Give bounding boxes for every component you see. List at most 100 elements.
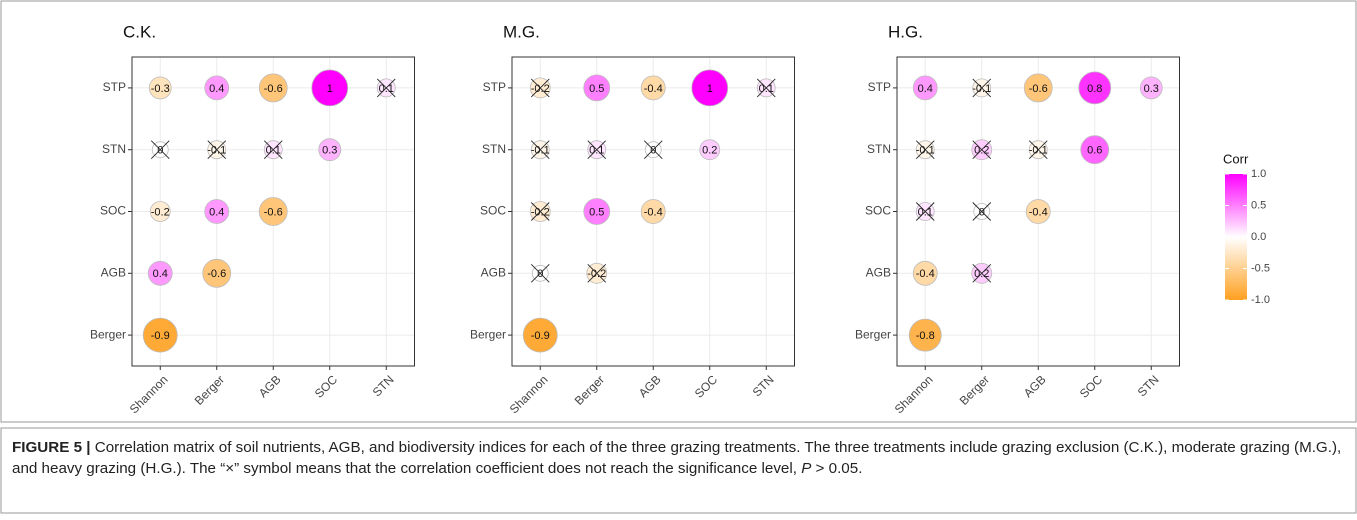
corr-label: 0.4 <box>209 206 224 218</box>
x-tick-label: STN <box>750 372 777 399</box>
corr-circle <box>912 260 938 286</box>
corr-label: 0.4 <box>209 83 224 95</box>
corr-label: 0.5 <box>589 206 604 218</box>
corr-label: -0.9 <box>531 330 550 342</box>
caption-label: FIGURE 5 | <box>12 439 91 456</box>
corr-circle <box>149 201 171 222</box>
corr-label: -0.4 <box>644 83 663 95</box>
corr-label: -0.9 <box>151 330 170 342</box>
corr-label: 0.6 <box>1087 145 1102 157</box>
corr-circle <box>204 199 230 224</box>
x-tick-label: SOC <box>1077 372 1106 401</box>
corr-label: -0.6 <box>1029 83 1048 95</box>
corr-label: 0.5 <box>589 83 604 95</box>
corr-label: -0.1 <box>207 145 226 157</box>
x-tick-label: STN <box>370 372 397 399</box>
corr-label: -0.1 <box>916 145 935 157</box>
corr-circle <box>142 317 178 353</box>
nonsig-cross <box>376 78 396 98</box>
corr-label: 0.3 <box>1144 83 1159 95</box>
corr-circle <box>202 258 232 288</box>
corr-label: -0.4 <box>916 268 935 280</box>
corr-label: 1 <box>327 83 333 95</box>
nonsig-cross <box>972 202 992 221</box>
colorbar-label: 0.5 <box>1251 199 1266 211</box>
x-tick-label: SOC <box>312 372 341 401</box>
nonsig-cross <box>1028 140 1048 160</box>
caption-text: Correlation matrix of soil nutrients, AG… <box>12 439 1342 477</box>
x-tick-label: Shannon <box>127 372 171 416</box>
nonsig-cross <box>972 78 992 98</box>
corr-label: 0.4 <box>918 83 933 95</box>
corr-circle <box>258 73 288 103</box>
corr-label: -0.1 <box>1029 145 1048 157</box>
corr-circle <box>1023 73 1053 103</box>
x-tick-label: AGB <box>636 372 664 400</box>
y-tick-label: Berger <box>855 327 891 341</box>
corr-label: -0.6 <box>264 206 283 218</box>
corr-circle <box>691 69 729 107</box>
colorbar-label: 1.0 <box>1251 168 1266 180</box>
corr-label: 0 <box>157 145 163 157</box>
figure-border <box>0 0 1357 423</box>
panel-title: C.K. <box>123 22 156 41</box>
caption-p: P <box>801 460 812 477</box>
corr-circle <box>640 75 666 101</box>
corr-label: 0 <box>979 206 985 218</box>
colorbar-label: 0.0 <box>1251 231 1266 243</box>
y-tick-label: STN <box>867 142 891 156</box>
nonsig-cross <box>530 263 550 283</box>
corr-circle <box>148 76 172 100</box>
x-tick-label: Berger <box>957 372 992 407</box>
corr-circle <box>699 139 721 161</box>
corr-circle <box>318 138 342 162</box>
nonsig-cross <box>915 140 935 160</box>
caption-border <box>0 427 1357 514</box>
nonsig-cross <box>972 263 992 283</box>
nonsig-cross <box>972 140 992 160</box>
nonsig-cross <box>587 263 607 283</box>
corr-label: -0.6 <box>264 83 283 95</box>
colorbar <box>1225 174 1247 300</box>
corr-circle <box>1139 76 1163 100</box>
nonsig-cross <box>587 140 607 160</box>
corr-circle <box>908 318 942 352</box>
nonsig-cross <box>263 140 283 160</box>
legend-title: Corr <box>1223 151 1249 166</box>
y-tick-label: STN <box>102 142 126 156</box>
x-tick-label: Shannon <box>892 372 936 416</box>
corr-circle <box>640 199 666 224</box>
corr-circle <box>583 74 611 102</box>
colorbar-label: -1.0 <box>1251 294 1270 306</box>
corr-circle <box>258 197 288 226</box>
corr-label: -0.2 <box>151 206 170 218</box>
x-tick-label: AGB <box>256 372 284 400</box>
x-tick-label: AGB <box>1021 372 1049 400</box>
corr-label: -0.1 <box>531 145 550 157</box>
y-tick-label: AGB <box>866 265 891 279</box>
corr-label: -0.1 <box>972 83 991 95</box>
corr-label: -0.2 <box>531 206 550 218</box>
nonsig-cross <box>207 140 227 160</box>
corr-label: -0.6 <box>207 268 226 280</box>
corr-label: 1 <box>707 83 713 95</box>
x-tick-label: Shannon <box>507 372 551 416</box>
y-tick-label: STP <box>483 80 506 94</box>
corr-label: 0.4 <box>153 268 168 280</box>
colorbar-label: -0.5 <box>1251 262 1270 274</box>
x-tick-label: SOC <box>692 372 721 401</box>
corr-circle <box>147 260 173 286</box>
corr-circle <box>204 75 230 101</box>
corr-label: -0.3 <box>151 83 170 95</box>
corr-circle <box>1078 71 1112 105</box>
nonsig-cross <box>915 202 935 221</box>
corr-circle <box>1025 199 1051 224</box>
corr-circle <box>311 69 349 107</box>
corr-label: 0 <box>650 145 656 157</box>
panel-title: M.G. <box>503 22 540 41</box>
corr-circle <box>912 75 938 101</box>
nonsig-cross <box>530 202 550 221</box>
panel-title: H.G. <box>888 22 923 41</box>
